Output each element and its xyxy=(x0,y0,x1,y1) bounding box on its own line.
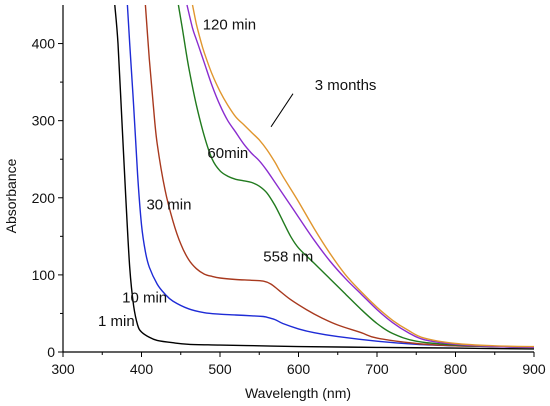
annotation-leader-line xyxy=(270,93,294,128)
y-axis-title: Absorbance xyxy=(3,158,19,233)
x-tick-label: 500 xyxy=(208,361,232,377)
annotation-label: 1 min xyxy=(98,313,135,330)
annotation-layer: 120 min 3 months 60min 30 min 558 nm 10 min 1 … xyxy=(98,16,376,330)
x-tick-label: 400 xyxy=(130,361,154,377)
x-axis-title: Wavelength (nm) xyxy=(245,385,351,401)
annotation-label: 3 months xyxy=(315,77,377,94)
x-tick-label: 800 xyxy=(444,361,468,377)
annotation-label: 60min xyxy=(207,145,248,162)
y-tick-label: 400 xyxy=(32,36,56,52)
y-tick-label: 300 xyxy=(32,113,56,129)
series-line-10-min xyxy=(126,4,535,349)
x-tick-label: 900 xyxy=(522,361,546,377)
series-line-60min xyxy=(177,4,535,349)
annotation-label: 558 nm xyxy=(263,248,313,265)
annotation-label: 10 min xyxy=(122,289,167,306)
tick-layer: 300 400 500 600 700 800 900 0 100 200 300 400 xyxy=(32,36,546,377)
series-line-30-min xyxy=(144,4,535,349)
annotation-leader-layer xyxy=(270,93,294,128)
annotation-label: 30 min xyxy=(146,197,191,214)
y-tick-label: 100 xyxy=(32,267,56,283)
y-tick-label: 200 xyxy=(32,190,56,206)
x-tick-label: 300 xyxy=(51,361,75,377)
series-line-120-min xyxy=(186,4,535,349)
x-tick-label: 700 xyxy=(365,361,389,377)
series-line-3-months xyxy=(191,4,535,348)
y-tick-label: 0 xyxy=(47,344,55,360)
series-line-1-min xyxy=(114,4,535,350)
x-tick-label: 600 xyxy=(287,361,311,377)
series-layer xyxy=(114,4,535,350)
annotation-label: 120 min xyxy=(203,16,256,33)
